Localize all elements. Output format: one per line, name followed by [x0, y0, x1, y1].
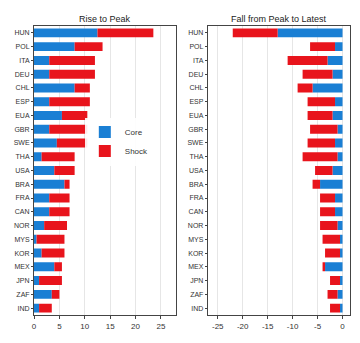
- svg-text:IND: IND: [191, 305, 203, 312]
- svg-text:MYS: MYS: [14, 236, 30, 243]
- svg-text:CAN: CAN: [189, 208, 204, 215]
- svg-text:ZAF: ZAF: [16, 291, 29, 298]
- svg-text:ESP: ESP: [189, 98, 203, 105]
- svg-text:BRA: BRA: [189, 181, 204, 188]
- svg-text:Core: Core: [125, 128, 143, 137]
- svg-text:SWE: SWE: [187, 139, 203, 146]
- svg-text:Rise to Peak: Rise to Peak: [79, 14, 131, 24]
- svg-text:JPN: JPN: [190, 277, 203, 284]
- svg-text:POL: POL: [16, 43, 30, 50]
- svg-text:HUN: HUN: [14, 29, 29, 36]
- svg-text:HUN: HUN: [188, 29, 203, 36]
- svg-text:25: 25: [157, 322, 166, 331]
- svg-text:0: 0: [32, 322, 37, 331]
- svg-text:FRA: FRA: [189, 194, 203, 201]
- svg-text:MEX: MEX: [14, 263, 30, 270]
- svg-text:DEU: DEU: [189, 71, 204, 78]
- svg-text:ZAF: ZAF: [190, 291, 203, 298]
- svg-text:NOR: NOR: [188, 222, 204, 229]
- svg-text:CHL: CHL: [189, 84, 203, 91]
- svg-text:FRA: FRA: [16, 194, 30, 201]
- svg-text:JPN: JPN: [16, 277, 29, 284]
- svg-text:USA: USA: [15, 167, 30, 174]
- svg-text:SWE: SWE: [14, 139, 30, 146]
- svg-text:-20: -20: [237, 322, 249, 331]
- svg-text:EUA: EUA: [189, 112, 204, 119]
- svg-text:ITA: ITA: [193, 57, 204, 64]
- svg-text:DEU: DEU: [15, 71, 30, 78]
- svg-text:KOR: KOR: [188, 250, 203, 257]
- svg-text:Shock: Shock: [125, 147, 148, 156]
- svg-text:-10: -10: [287, 322, 299, 331]
- svg-text:0: 0: [340, 322, 345, 331]
- svg-text:10: 10: [80, 322, 89, 331]
- svg-text:THA: THA: [189, 153, 203, 160]
- svg-text:EUA: EUA: [15, 112, 30, 119]
- svg-text:POL: POL: [189, 43, 203, 50]
- svg-text:-5: -5: [314, 322, 322, 331]
- svg-text:15: 15: [106, 322, 115, 331]
- svg-text:MEX: MEX: [188, 263, 204, 270]
- svg-text:-25: -25: [212, 322, 224, 331]
- svg-text:-15: -15: [262, 322, 274, 331]
- svg-text:CAN: CAN: [15, 208, 30, 215]
- svg-text:MYS: MYS: [188, 236, 204, 243]
- svg-text:20: 20: [131, 322, 140, 331]
- svg-text:NOR: NOR: [14, 222, 30, 229]
- svg-text:ESP: ESP: [16, 98, 30, 105]
- svg-text:GBR: GBR: [14, 126, 29, 133]
- svg-text:Fall from Peak to Latest: Fall from Peak to Latest: [231, 14, 327, 24]
- svg-text:GBR: GBR: [188, 126, 203, 133]
- svg-text:BRA: BRA: [15, 181, 30, 188]
- svg-text:IND: IND: [18, 305, 30, 312]
- svg-text:5: 5: [57, 322, 62, 331]
- svg-text:THA: THA: [16, 153, 30, 160]
- svg-text:ITA: ITA: [19, 57, 30, 64]
- svg-text:KOR: KOR: [14, 250, 29, 257]
- svg-text:CHL: CHL: [16, 84, 30, 91]
- svg-text:USA: USA: [189, 167, 204, 174]
